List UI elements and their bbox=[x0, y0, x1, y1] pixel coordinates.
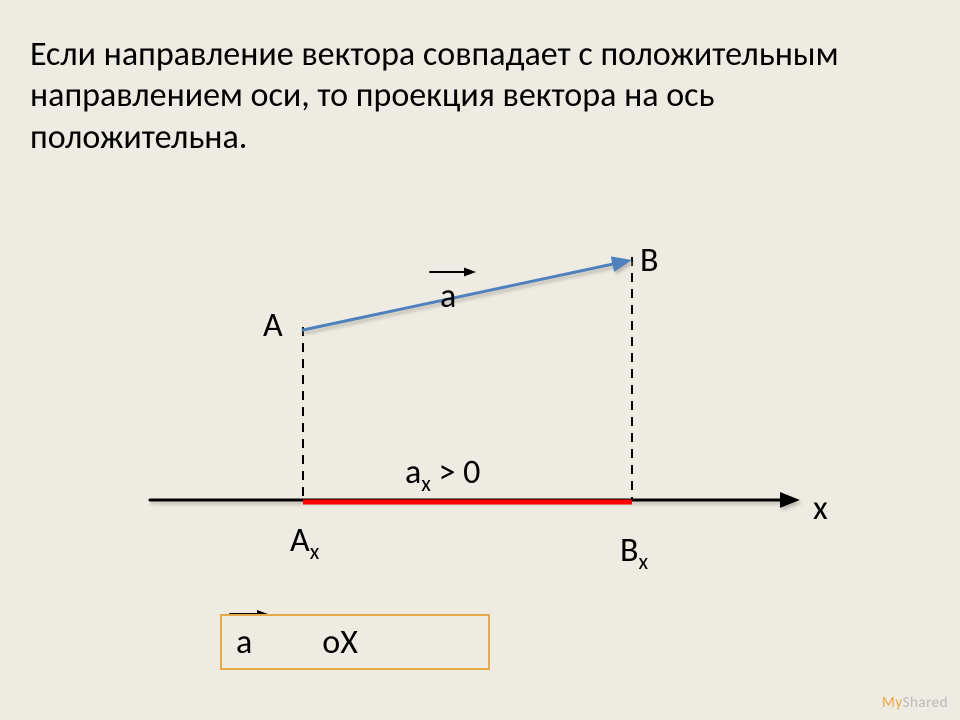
label-ax-gt-0: ах > 0 bbox=[405, 452, 480, 497]
watermark-shared: Shared bbox=[903, 694, 948, 712]
label-A-sub-x: Ах bbox=[290, 520, 319, 565]
watermark: MyShared bbox=[882, 694, 948, 712]
heading-text: Если направление вектора совпадает с пол… bbox=[30, 34, 910, 158]
relation-a: а bbox=[236, 622, 252, 663]
watermark-my: My bbox=[882, 694, 903, 712]
label-B: В bbox=[640, 240, 659, 281]
slide: Если направление вектора совпадает с пол… bbox=[0, 0, 960, 720]
label-a-vector: а bbox=[440, 276, 456, 317]
relation-box: а оХ bbox=[220, 614, 490, 670]
label-A: А bbox=[263, 305, 283, 346]
label-B-sub-x: Вх bbox=[620, 530, 648, 575]
relation-oX: оХ bbox=[322, 622, 358, 663]
label-x-axis: х bbox=[813, 488, 828, 529]
